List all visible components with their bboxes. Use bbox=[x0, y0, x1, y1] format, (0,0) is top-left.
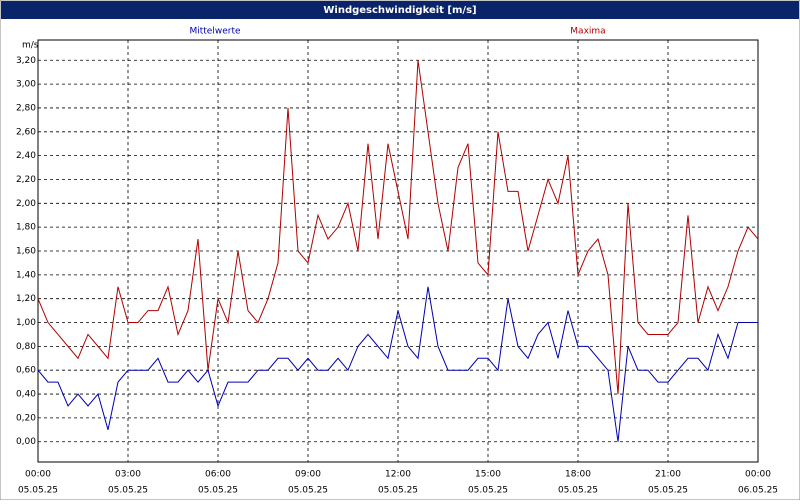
y-unit: m/s bbox=[22, 41, 39, 51]
x-tick-date: 05.05.25 bbox=[468, 486, 508, 496]
series-line bbox=[37, 286, 758, 442]
y-tick-label: 0,80 bbox=[16, 342, 36, 352]
y-tick-label: 0,40 bbox=[16, 390, 36, 400]
x-tick-label: 00:00 bbox=[25, 470, 51, 480]
x-tick-date: 05.05.25 bbox=[198, 486, 238, 496]
x-tick-label: 00:00 bbox=[745, 470, 771, 480]
x-tick-label: 06:00 bbox=[205, 470, 231, 480]
y-tick-label: 1,60 bbox=[16, 247, 36, 257]
y-tick-label: 1,00 bbox=[16, 318, 36, 328]
legend-label: Maxima bbox=[570, 27, 605, 37]
chart-title: Windgeschwindigkeit [m/s] bbox=[323, 5, 476, 16]
x-tick-label: 09:00 bbox=[295, 470, 321, 480]
x-tick-label: 18:00 bbox=[565, 470, 591, 480]
y-tick-label: 1,80 bbox=[16, 223, 36, 233]
x-tick-date: 05.05.25 bbox=[288, 486, 328, 496]
legend-label: Mittelwerte bbox=[189, 27, 240, 37]
x-tick-label: 21:00 bbox=[655, 470, 681, 480]
x-tick-label: 03:00 bbox=[115, 470, 141, 480]
y-tick-label: 2,40 bbox=[16, 151, 36, 161]
x-tick-date: 05.05.25 bbox=[378, 486, 418, 496]
x-tick-date: 06.05.25 bbox=[738, 486, 778, 496]
y-tick-label: 3,00 bbox=[16, 80, 36, 90]
y-tick-label: 3,20 bbox=[16, 56, 36, 66]
y-tick-label: 2,20 bbox=[16, 175, 36, 185]
y-tick-label: 2,80 bbox=[16, 103, 36, 113]
title-bar bbox=[1, 1, 799, 19]
x-tick-label: 12:00 bbox=[385, 470, 411, 480]
y-tick-label: 1,40 bbox=[16, 270, 36, 280]
x-tick-date: 05.05.25 bbox=[108, 486, 148, 496]
x-tick-date: 05.05.25 bbox=[648, 486, 688, 496]
x-tick-label: 15:00 bbox=[475, 470, 501, 480]
x-tick-date: 05.05.25 bbox=[558, 486, 598, 496]
y-tick-label: 2,00 bbox=[16, 199, 36, 209]
y-tick-label: 2,60 bbox=[16, 127, 36, 137]
series-line bbox=[37, 60, 759, 395]
y-tick-label: 1,20 bbox=[16, 294, 36, 304]
y-tick-label: 0,20 bbox=[16, 413, 36, 423]
y-tick-label: 0,00 bbox=[16, 437, 36, 447]
x-tick-date: 05.05.25 bbox=[18, 486, 58, 496]
y-tick-label: 0,60 bbox=[16, 366, 36, 376]
